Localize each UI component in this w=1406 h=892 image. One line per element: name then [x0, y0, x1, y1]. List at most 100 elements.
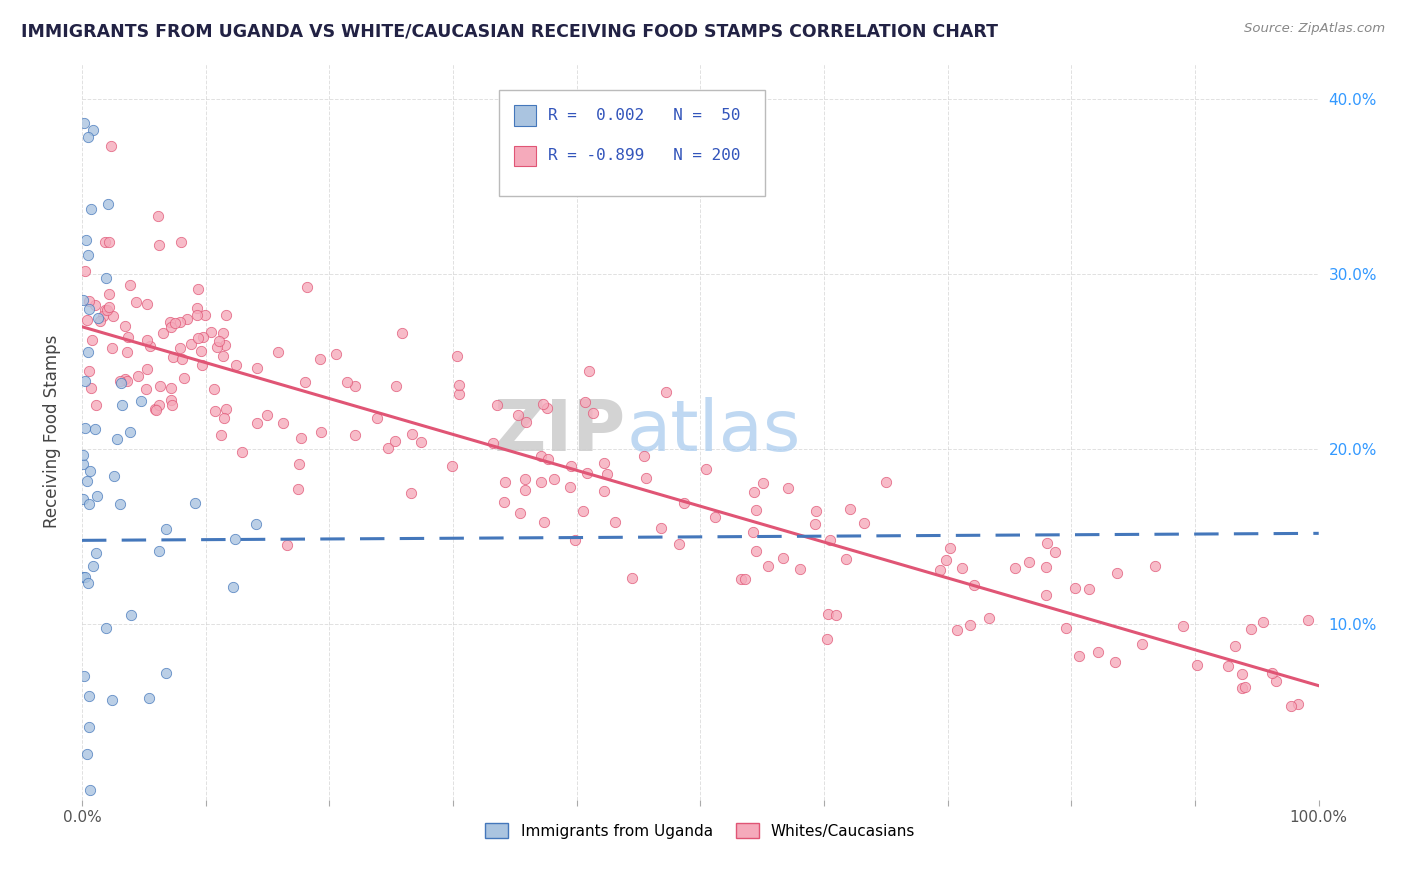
Point — [593, 456, 616, 470]
Point — [148, 398, 170, 412]
Point — [110, 374, 132, 388]
Point — [135, 382, 157, 396]
Point — [730, 572, 752, 586]
Point — [79, 782, 101, 797]
Point — [149, 379, 172, 393]
Point — [80, 334, 103, 348]
Point — [212, 349, 235, 363]
Point — [200, 325, 222, 339]
Point — [1185, 658, 1208, 673]
Point — [745, 544, 768, 558]
Point — [634, 471, 657, 485]
Point — [155, 666, 177, 681]
Point — [446, 349, 468, 363]
Text: R = -0.899   N = 200: R = -0.899 N = 200 — [548, 148, 741, 163]
Point — [191, 358, 214, 372]
Point — [100, 693, 122, 707]
Point — [110, 376, 132, 390]
Point — [752, 475, 775, 490]
Point — [1251, 615, 1274, 629]
Point — [72, 293, 94, 307]
Point — [928, 563, 950, 577]
Point — [162, 350, 184, 364]
Point — [945, 623, 967, 637]
Point — [1045, 545, 1067, 559]
Point — [668, 537, 690, 551]
Point — [89, 314, 111, 328]
Point — [536, 401, 558, 416]
Point — [77, 720, 100, 734]
Point — [515, 415, 537, 429]
Point — [959, 617, 981, 632]
Bar — [513, 145, 536, 166]
Point — [80, 202, 103, 216]
Point — [76, 474, 98, 488]
Point — [115, 375, 138, 389]
Point — [98, 235, 121, 249]
Point — [449, 387, 471, 401]
Point — [76, 312, 98, 326]
Bar — [499, 90, 765, 196]
Point — [650, 521, 672, 535]
Point — [190, 343, 212, 358]
Point — [84, 298, 107, 312]
Point — [290, 432, 312, 446]
Point — [114, 318, 136, 333]
Point — [1216, 659, 1239, 673]
Point — [1286, 697, 1309, 711]
Point — [399, 485, 422, 500]
Point — [103, 309, 125, 323]
Point — [963, 577, 986, 591]
Y-axis label: Receiving Food Stamps: Receiving Food Stamps — [44, 335, 60, 528]
Point — [129, 394, 152, 409]
Point — [184, 496, 207, 510]
Point — [187, 282, 209, 296]
Point — [633, 450, 655, 464]
Point — [1279, 699, 1302, 714]
Point — [209, 427, 232, 442]
Point — [654, 384, 676, 399]
Point — [543, 472, 565, 486]
Point — [94, 621, 117, 635]
Point — [530, 449, 553, 463]
Point — [385, 378, 408, 392]
Point — [98, 300, 121, 314]
Text: ZIP: ZIP — [494, 397, 626, 467]
Point — [79, 689, 101, 703]
Point — [537, 451, 560, 466]
Point — [578, 364, 600, 378]
Point — [276, 538, 298, 552]
Point — [76, 345, 98, 359]
Point — [325, 347, 347, 361]
Point — [977, 610, 1000, 624]
Point — [82, 559, 104, 574]
Point — [1233, 681, 1256, 695]
Point — [86, 489, 108, 503]
Point — [288, 458, 311, 472]
Point — [94, 303, 117, 318]
Point — [73, 669, 96, 683]
Point — [176, 311, 198, 326]
Point — [441, 459, 464, 474]
Point — [224, 532, 246, 546]
Point — [592, 483, 614, 498]
Point — [211, 326, 233, 340]
Point — [1223, 639, 1246, 653]
Point — [97, 197, 120, 211]
Point — [803, 516, 825, 531]
Point — [125, 295, 148, 310]
Text: R =  0.002   N =  50: R = 0.002 N = 50 — [548, 108, 741, 123]
Point — [72, 491, 94, 506]
Point — [344, 428, 367, 442]
Point — [97, 287, 120, 301]
Point — [148, 238, 170, 252]
Point — [225, 358, 247, 372]
Point — [935, 553, 957, 567]
Point — [835, 551, 858, 566]
Point — [215, 401, 238, 416]
Point — [384, 434, 406, 449]
Point — [336, 375, 359, 389]
Point — [596, 467, 619, 482]
Point — [169, 315, 191, 329]
Point — [1078, 582, 1101, 596]
